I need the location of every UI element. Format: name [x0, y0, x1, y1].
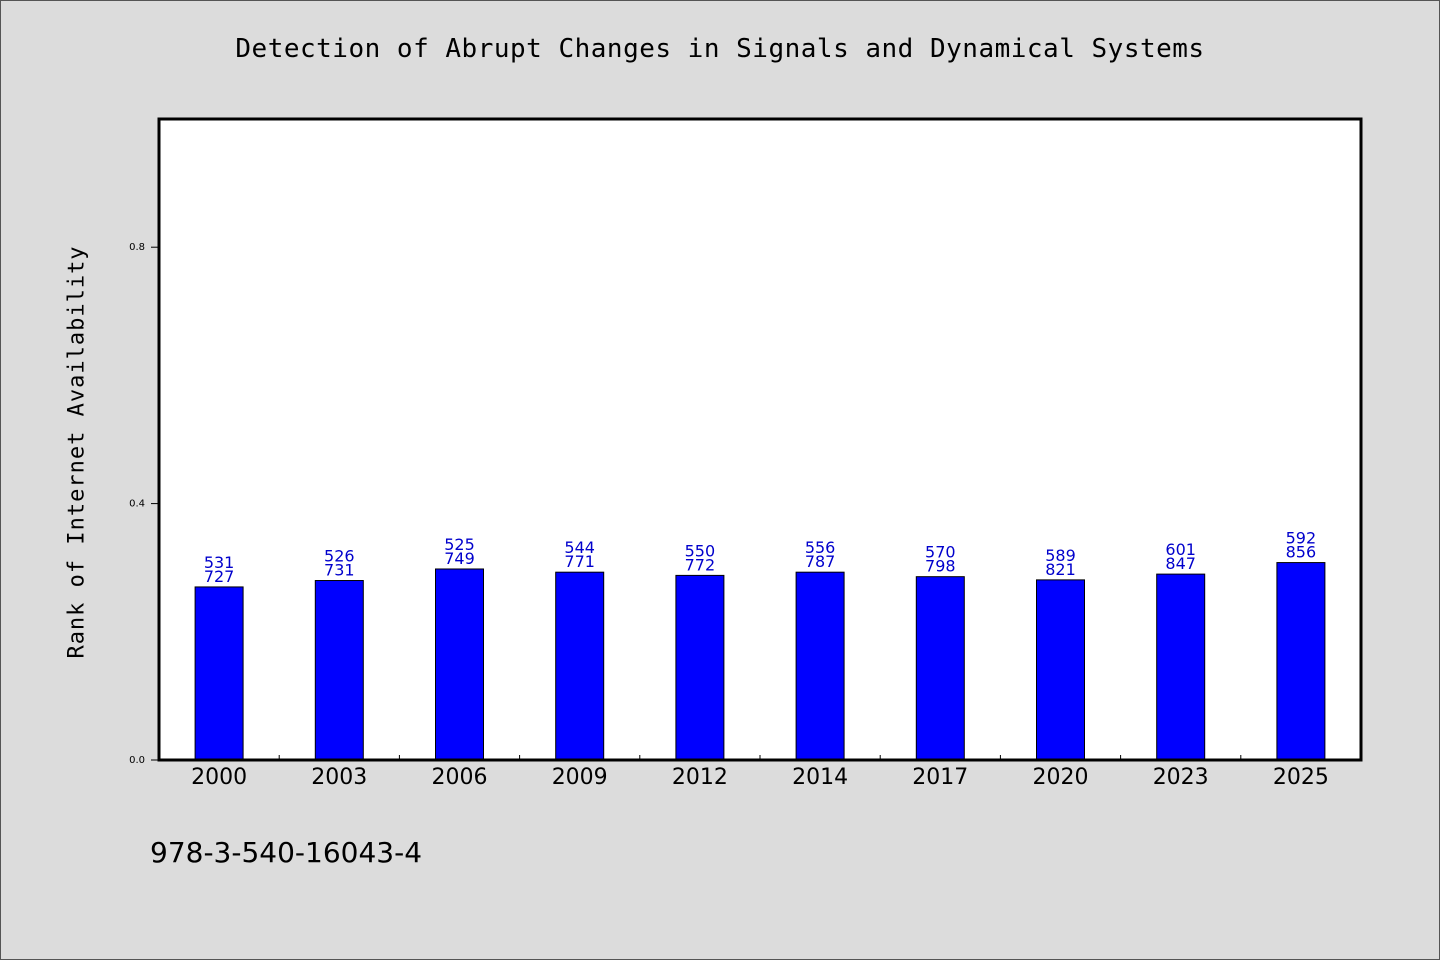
bar-label-bottom: 731 — [324, 561, 355, 580]
isbn-label: 978-3-540-16043-4 — [150, 836, 423, 869]
x-tick-label: 2017 — [912, 765, 968, 790]
bar-2023 — [1156, 573, 1206, 761]
bar-label-top: 531 — [204, 553, 235, 572]
y-axis-ticks: 0.0 0.4 0.8 — [129, 242, 159, 766]
bar-label-bottom: 856 — [1286, 543, 1317, 562]
bar-2017 — [915, 576, 965, 761]
x-tick-label: 2023 — [1153, 765, 1209, 790]
bar-label-top: 570 — [925, 543, 956, 562]
plot-border — [157, 117, 1363, 762]
x-tick-label: 2006 — [432, 765, 488, 790]
bar-label-top: 601 — [1165, 540, 1196, 559]
y-tick-label: 0.4 — [129, 499, 145, 510]
bar-label-top: 589 — [1045, 546, 1076, 565]
x-tick-label: 2025 — [1273, 765, 1329, 790]
bar-2006 — [435, 568, 484, 761]
bar-label-bottom: 772 — [685, 555, 716, 574]
x-tick-label: 2020 — [1033, 765, 1089, 790]
bar-label-bottom: 798 — [925, 557, 956, 576]
bar-2025 — [1276, 562, 1326, 761]
bar-2014 — [795, 571, 845, 761]
bar-label-bottom: 727 — [204, 567, 235, 586]
y-tick-label: 0.0 — [129, 755, 145, 766]
bar-label-top: 544 — [564, 538, 595, 557]
bar-2012 — [675, 574, 725, 761]
bar-label-bottom: 771 — [564, 552, 595, 571]
bar-label-top: 556 — [805, 538, 836, 557]
x-tick-label: 2003 — [311, 765, 367, 790]
bar-2000 — [194, 586, 244, 761]
bar-label-bottom: 787 — [805, 552, 836, 571]
x-tick-label: 2000 — [191, 765, 247, 790]
bar-label-top: 592 — [1286, 529, 1317, 548]
bar-label-top: 526 — [324, 547, 355, 566]
bar-label-bottom: 847 — [1165, 554, 1196, 573]
bar-2020 — [1036, 579, 1085, 761]
x-tick-label: 2012 — [672, 765, 728, 790]
x-tick-label: 2009 — [552, 765, 608, 790]
x-axis-tick-labels: 2000 2003 2006 2009 2012 2014 2017 2020 2023 2025 — [191, 765, 1329, 790]
bar-label-bottom: 749 — [444, 549, 475, 568]
bars — [194, 562, 1326, 761]
bar-label-top: 550 — [685, 541, 716, 560]
bar-2009 — [555, 571, 605, 761]
bar-label-bottom: 821 — [1045, 560, 1076, 579]
x-tick-label: 2014 — [792, 765, 848, 790]
chart-title: Detection of Abrupt Changes in Signals a… — [235, 34, 1205, 64]
bar-label-top: 525 — [444, 535, 475, 554]
bar-2003 — [314, 580, 364, 761]
y-tick-label: 0.8 — [129, 242, 145, 253]
